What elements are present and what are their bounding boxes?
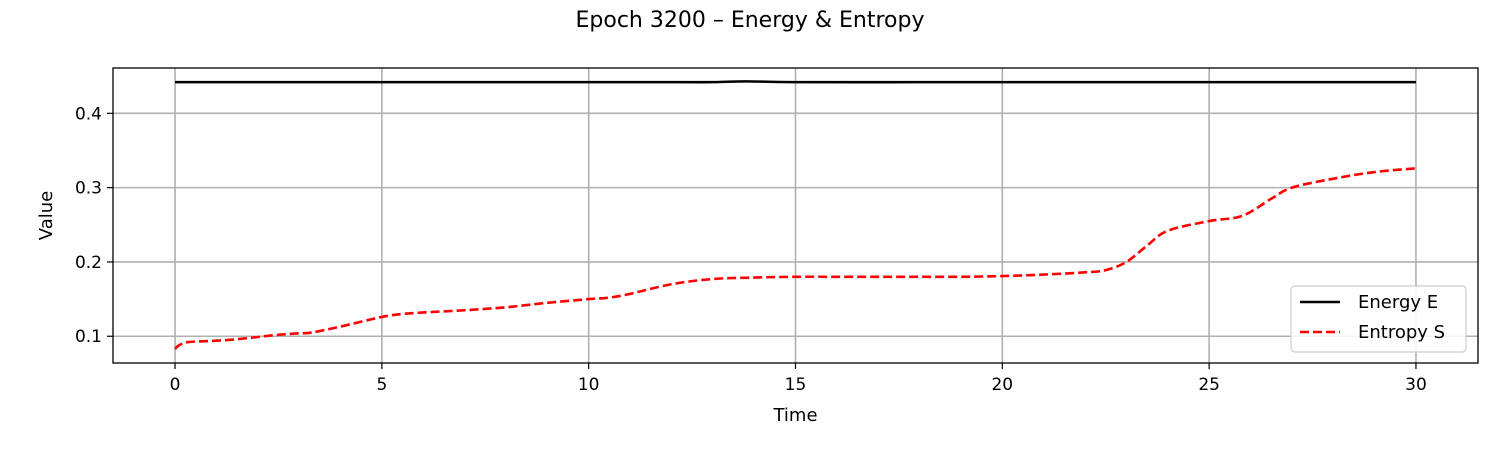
y-tick-label: 0.1 (75, 327, 102, 347)
x-tick-label: 5 (376, 375, 387, 395)
x-tick-label: 0 (170, 375, 181, 395)
chart-title: Epoch 3200 – Energy & Entropy (576, 8, 925, 33)
legend-label-energy: Energy E (1358, 292, 1438, 313)
grid-lines (113, 68, 1478, 363)
legend: Energy E Entropy S (1290, 285, 1467, 353)
x-tick-label: 15 (785, 375, 807, 395)
x-axis-label: Time (772, 405, 817, 426)
y-tick-label: 0.3 (75, 179, 102, 199)
y-tick-label: 0.4 (75, 104, 102, 124)
series-line-energy (175, 80, 1416, 84)
y-axis-label: Value (36, 191, 57, 240)
x-tick-label: 10 (578, 375, 600, 395)
x-tick-label: 30 (1405, 375, 1427, 395)
axis-ticks: 0 5 10 15 20 25 30 0.1 0.2 0.3 0.4 (75, 104, 1427, 395)
legend-label-entropy: Entropy S (1358, 322, 1445, 343)
x-tick-label: 20 (991, 375, 1013, 395)
series-lines (174, 80, 1417, 350)
series-line-entropy (174, 167, 1417, 350)
x-tick-label: 25 (1198, 375, 1220, 395)
y-tick-label: 0.2 (75, 253, 102, 273)
